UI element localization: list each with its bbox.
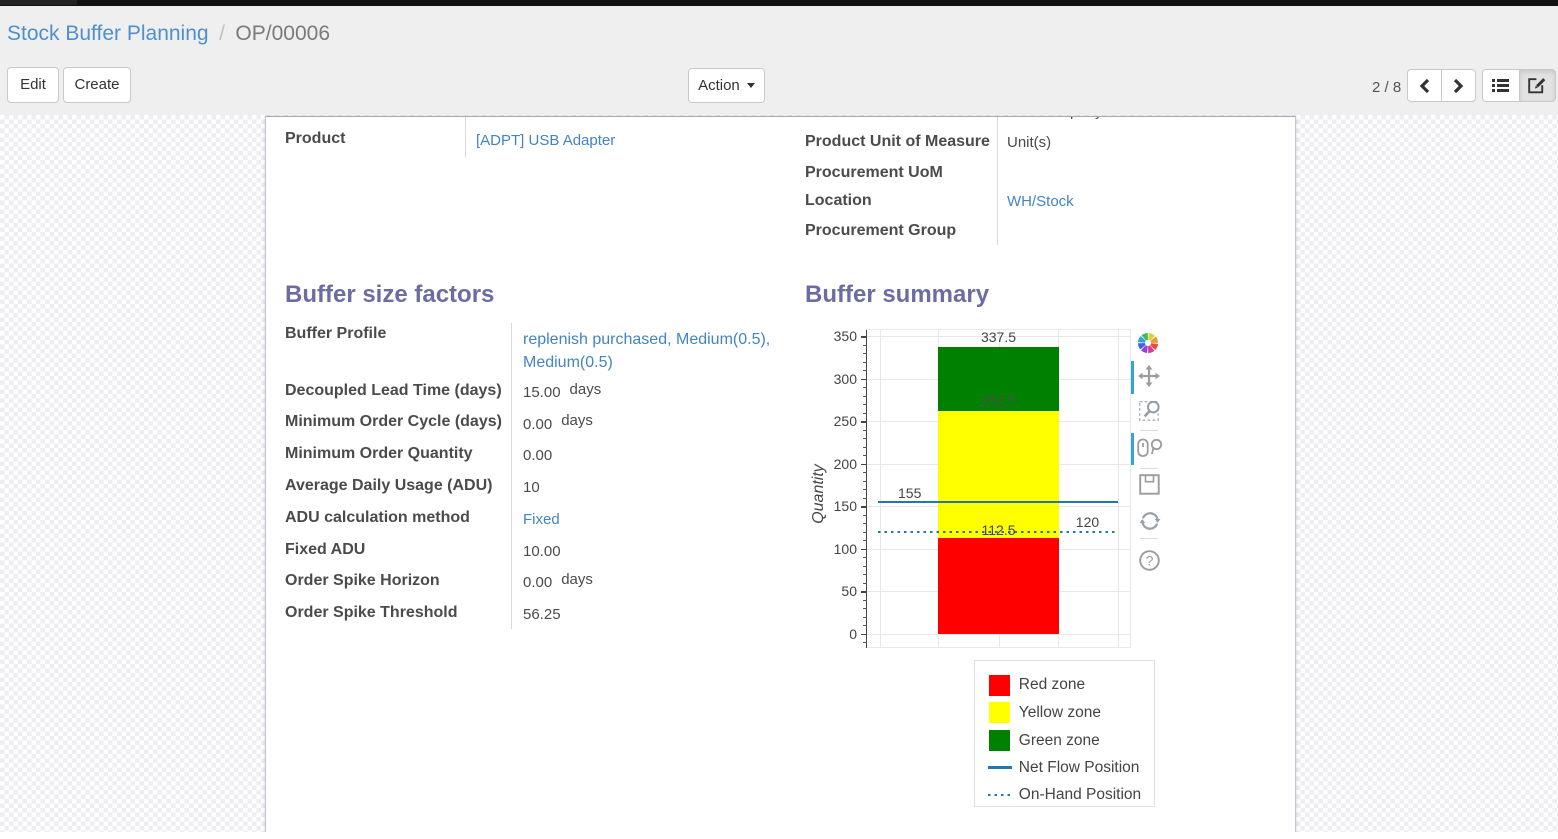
svg-text:?: ? [1146, 552, 1154, 568]
